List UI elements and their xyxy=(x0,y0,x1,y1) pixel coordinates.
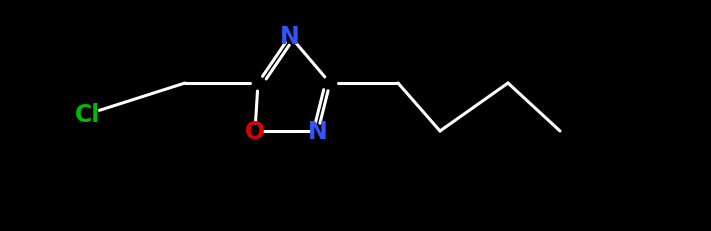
Text: N: N xyxy=(280,25,300,49)
Text: O: O xyxy=(245,119,265,143)
Text: N: N xyxy=(308,119,328,143)
Text: Cl: Cl xyxy=(75,103,101,126)
